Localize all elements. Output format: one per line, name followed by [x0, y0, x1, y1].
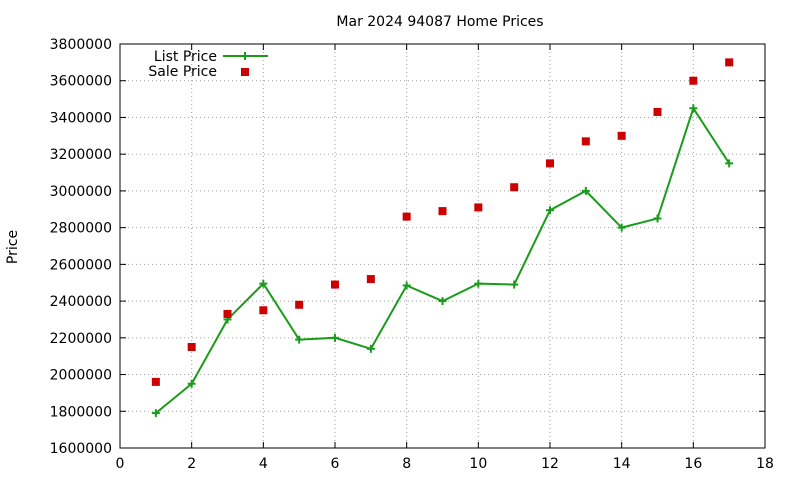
x-tick-label: 2: [187, 456, 196, 472]
list-price-point: [331, 333, 339, 342]
sale-price-point: [438, 207, 447, 216]
y-tick-label: 2600000: [50, 257, 112, 273]
list-price-point: [725, 159, 734, 168]
list-price-point: [438, 297, 447, 306]
x-tick-label: 14: [613, 456, 631, 472]
y-tick-label: 1800000: [50, 404, 112, 420]
x-tick-label: 6: [331, 456, 340, 472]
x-tick-label: 4: [259, 456, 268, 472]
list-price-point: [187, 379, 196, 388]
y-tick-label: 3400000: [50, 110, 112, 126]
legend-label-sale-price: Sale Price: [148, 64, 217, 80]
x-tick-label: 18: [756, 456, 774, 472]
sale-price-point: [187, 343, 196, 351]
list-price-point: [259, 279, 268, 288]
sale-price-point: [295, 300, 304, 309]
y-tick-label: 2800000: [50, 221, 112, 237]
sale-price-point: [366, 275, 375, 284]
sale-price-point: [725, 58, 734, 67]
sale-price-point: [581, 137, 590, 146]
chart-title: Mar 2024 94087 Home Prices: [336, 14, 543, 30]
sale-price-point: [259, 306, 268, 315]
plot-frame: [119, 43, 766, 449]
list-price-point: [581, 186, 590, 195]
sale-price-point: [510, 183, 519, 192]
sale-price-point: [151, 377, 160, 386]
y-tick-label: 2000000: [50, 368, 112, 384]
x-tick-label: 8: [402, 456, 411, 472]
sale-price-point: [617, 131, 626, 140]
list-price-point: [295, 335, 304, 344]
y-tick-label: 2400000: [50, 294, 112, 310]
x-tick-label: 16: [684, 456, 702, 472]
list-price-point: [546, 206, 554, 215]
list-price-line: [155, 105, 731, 414]
sale-price-point: [653, 107, 662, 116]
x-tick-label: 0: [116, 456, 125, 472]
y-tick-label: 3600000: [50, 74, 112, 90]
y-tick-label: 3000000: [50, 184, 112, 200]
grid: [120, 44, 765, 448]
y-tick-label: 2200000: [50, 331, 112, 347]
plot-series: [151, 58, 734, 418]
list-price-point: [151, 409, 160, 418]
list-price-point: [402, 281, 411, 290]
legend: List Price Sale Price: [148, 49, 268, 80]
list-price-point: [653, 214, 662, 223]
legend-sample-sale-price: [241, 68, 249, 76]
sale-price-point: [223, 309, 232, 318]
sale-price-point: [331, 280, 339, 289]
sale-price-point: [402, 212, 411, 221]
list-price-point: [617, 223, 626, 232]
list-price-point: [510, 280, 519, 289]
axes: 0 2 4 6 8 10 12 14 16 18 1600000 1800000 2000000 2200…: [50, 37, 774, 472]
x-tick-label: 12: [541, 456, 559, 472]
sale-price-point: [689, 76, 698, 85]
list-price-point: [689, 104, 698, 113]
y-tick-label: 1600000: [50, 441, 112, 457]
y-tick-label: 3200000: [50, 147, 112, 163]
sale-price-point: [546, 159, 554, 168]
legend-label-list-price: List Price: [154, 49, 217, 65]
list-price-point: [474, 279, 483, 288]
y-axis-label: Price: [5, 230, 21, 264]
sale-price-point: [474, 203, 483, 212]
y-tick-label: 3800000: [50, 37, 112, 53]
x-tick-label: 10: [469, 456, 487, 472]
list-price-point: [366, 344, 375, 353]
